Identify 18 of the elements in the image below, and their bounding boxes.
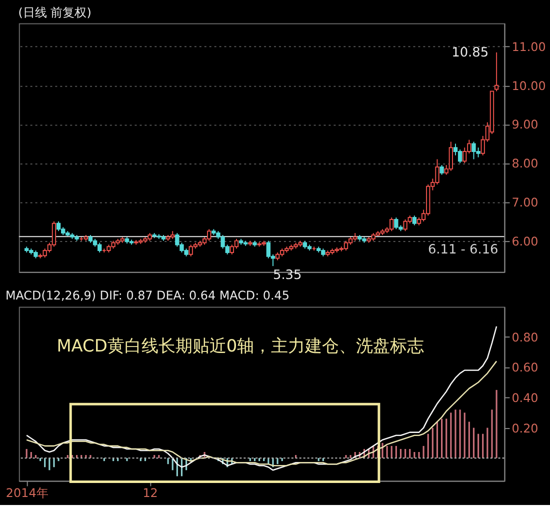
x-tick-label: 2014年 <box>6 486 48 500</box>
y-tick-label: 0.20 <box>512 421 538 436</box>
y-tick-label: 9.00 <box>512 118 538 132</box>
x-tick-label: 12 <box>142 486 158 500</box>
annotation: 10.85 <box>452 45 489 60</box>
chart-title: (日线 前复权) <box>18 5 92 20</box>
y-tick-label: 0.80 <box>512 330 538 344</box>
y-tick-label: 0.40 <box>512 390 538 405</box>
y-tick-label: 0.60 <box>512 360 538 375</box>
chart-title: MACD(12,26,9) DIF: 0.87 DEA: 0.64 MACD: 0.45 <box>5 288 290 303</box>
y-tick-label: 7.00 <box>512 195 538 210</box>
annotation: 5.35 <box>272 268 302 283</box>
y-tick-label: 6.00 <box>512 234 538 248</box>
y-tick-label: 10.00 <box>512 78 546 93</box>
y-tick-label: 11.00 <box>512 40 546 54</box>
y-tick-label: 8.00 <box>512 156 538 171</box>
ref-line-label: 6.11 - 6.16 <box>428 242 498 258</box>
annotation: MACD黄白线长期贴近0轴，主力建仓、洗盘标志 <box>56 335 424 356</box>
